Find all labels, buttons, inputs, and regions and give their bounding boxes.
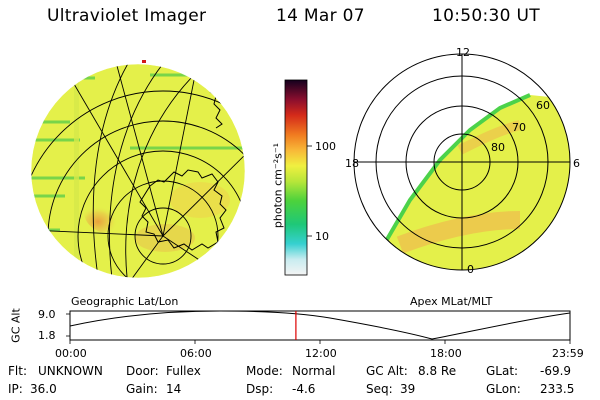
- mode-value: Normal: [292, 364, 336, 378]
- mlat-label-70: 70: [512, 121, 526, 134]
- polar-image: [380, 93, 570, 270]
- glat-value: -69.9: [540, 364, 572, 378]
- flight-value: UNKNOWN: [38, 364, 103, 378]
- seq-label: Seq:: [366, 382, 393, 396]
- mlat-label-80: 80: [491, 141, 505, 154]
- ip-label: IP:: [8, 382, 23, 396]
- time-tick: 18:00: [430, 347, 462, 360]
- mlt-label-6: 6: [573, 157, 580, 170]
- altitude-tick-high: 9.0: [38, 308, 56, 321]
- time-tick: 00:00: [55, 347, 87, 360]
- time-tick: 06:00: [180, 347, 212, 360]
- date-label: 14 Mar 07: [276, 6, 365, 26]
- gain-value: 14: [166, 382, 182, 396]
- geographic-projection-label: Geographic Lat/Lon: [71, 295, 179, 308]
- seq-value: 39: [400, 382, 416, 396]
- time-tick: 12:00: [305, 347, 337, 360]
- colorbar-tick-10: 10: [315, 230, 329, 243]
- glon-label: GLon:: [486, 382, 521, 396]
- dsp-label: Dsp:: [246, 382, 274, 396]
- time-label: 10:50:30 UT: [432, 6, 540, 26]
- gain-label: Gain:: [126, 382, 158, 396]
- colorbar-tick-100: 100: [315, 140, 336, 153]
- mlt-label-0: 0: [467, 263, 474, 276]
- apex-projection-label: Apex MLat/MLT: [410, 295, 493, 308]
- altitude-axis-label: GC Alt: [9, 308, 23, 343]
- mode-label: Mode:: [246, 364, 283, 378]
- glat-label: GLat:: [486, 364, 519, 378]
- glon-value: 233.5: [540, 382, 575, 396]
- colorbar-unit-label: photon cm⁻²s⁻¹: [271, 142, 285, 229]
- door-value: Fullex: [166, 364, 201, 378]
- flight-label: Flt:: [8, 364, 27, 378]
- color-scale-bar: [284, 79, 308, 276]
- mlat-label-60: 60: [536, 99, 550, 112]
- gc-alt-label: GC Alt:: [366, 364, 408, 378]
- gc-alt-value: 8.8 Re: [418, 364, 457, 378]
- mlt-label-18: 18: [345, 157, 359, 170]
- altitude-plot: [66, 310, 571, 344]
- door-label: Door:: [126, 364, 159, 378]
- time-tick: 23:59: [552, 347, 584, 360]
- mlt-label-12: 12: [456, 46, 470, 59]
- dsp-value: -4.6: [292, 382, 316, 396]
- altitude-tick-low: 1.8: [38, 329, 56, 342]
- ip-value: 36.0: [30, 382, 57, 396]
- app-title: Ultraviolet Imager: [47, 6, 207, 26]
